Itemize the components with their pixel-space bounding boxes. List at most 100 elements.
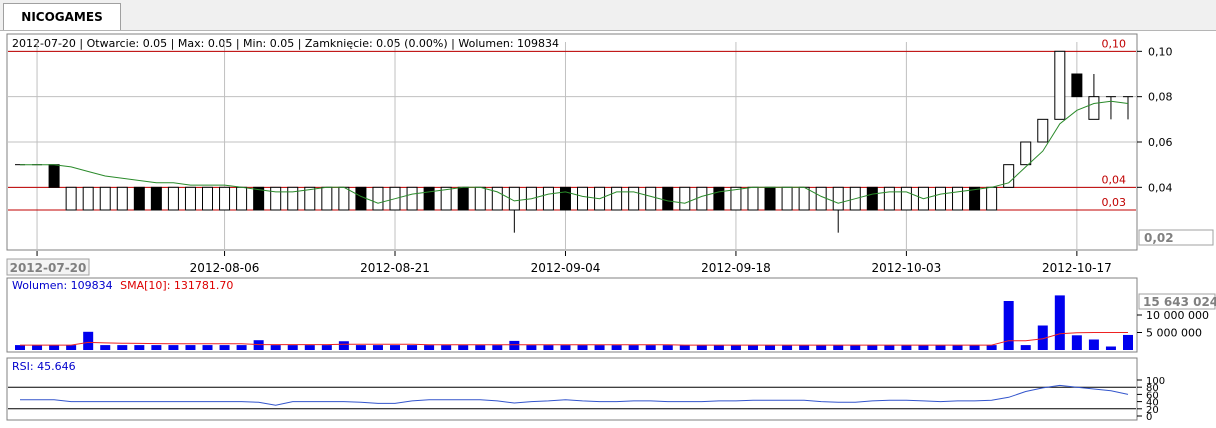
candle-body [713, 186, 725, 211]
volume-bar [185, 345, 196, 350]
volume-bar [390, 345, 401, 350]
rsi-axis-label: 20 [1146, 405, 1159, 416]
candle-body [764, 186, 776, 211]
candle-body [219, 186, 231, 211]
candle-body [542, 186, 554, 211]
volume-bar [816, 345, 827, 350]
volume-bar [679, 345, 690, 350]
candle-body [167, 186, 179, 211]
volume-bar [1037, 325, 1048, 350]
volume-bar [66, 345, 77, 350]
price-sma [20, 100, 1129, 204]
volume-bar [782, 345, 793, 350]
volume-bar [475, 345, 486, 350]
volume-bar [407, 345, 418, 350]
volume-bar [236, 345, 247, 350]
price-level-label: 0,10 [1102, 37, 1127, 50]
candle-body [474, 186, 486, 211]
rsi-axis-label: 100 [1146, 376, 1165, 387]
volume-bar [799, 345, 810, 350]
volume-bar [594, 345, 605, 350]
candle-body [236, 186, 248, 211]
price-axis-label: 0,06 [1148, 136, 1173, 149]
candle-body [491, 186, 503, 211]
volume-legend-value: Wolumen: 109834 [12, 279, 113, 292]
candle-body [679, 186, 691, 211]
volume-bar [526, 345, 537, 350]
candle-body [253, 186, 265, 211]
date-axis-label: 2012-09-18 [701, 261, 771, 275]
date-axis-label: 2012-10-03 [872, 261, 942, 275]
volume-bar [696, 345, 707, 350]
candle-body [1003, 164, 1015, 188]
volume-panel [6, 277, 1138, 353]
current-price-box [1138, 229, 1214, 246]
volume-bar [628, 345, 639, 350]
volume-bar [577, 345, 588, 350]
candle-body [355, 186, 367, 211]
volume-bar [32, 345, 43, 350]
chart-area[interactable]: 2012-07-20 | Otwarcie: 0.05 | Max: 0.05 … [0, 30, 1216, 428]
rsi-axis-label: 40 [1146, 398, 1159, 409]
volume-bar [662, 345, 673, 350]
rsi-axis-label: 80 [1146, 383, 1159, 394]
volume-bar [901, 345, 912, 350]
volume-bar [15, 345, 25, 350]
candle-body [423, 186, 435, 211]
candle-body [1054, 50, 1066, 120]
candle-body [287, 186, 299, 211]
volume-bar [304, 345, 315, 350]
volume-bar [424, 345, 435, 350]
candle-body [184, 186, 196, 211]
volume-bar [952, 345, 963, 350]
volume-bar [645, 345, 656, 350]
volume-bar [219, 345, 230, 350]
volume-bar [321, 345, 332, 350]
candle-body [832, 186, 844, 211]
volume-bar [372, 345, 383, 350]
ohlc-info: 2012-07-20 | Otwarcie: 0.05 | Max: 0.05 … [12, 37, 559, 50]
candle-body [747, 186, 759, 211]
candle-body [116, 186, 128, 211]
candle-body [321, 186, 333, 211]
volume-bar [747, 345, 758, 350]
candle-body [798, 186, 810, 211]
rsi-series-line [20, 384, 1129, 406]
candle-body [628, 186, 640, 211]
volume-bar [713, 345, 724, 350]
candle-body [1020, 141, 1032, 166]
volume-legend: Wolumen: 109834 SMA[10]: 131781.70 [12, 279, 233, 292]
volume-bar [850, 345, 861, 350]
candle-body [952, 186, 964, 211]
selected-date-box [6, 258, 90, 276]
candle-body [662, 186, 674, 211]
price-candles [15, 50, 1133, 233]
volume-bar [730, 345, 741, 350]
candle-body [304, 186, 316, 211]
price-axis-label: 0,10 [1148, 45, 1173, 58]
volume-bar [935, 345, 946, 350]
price-level-label: 0,04 [1102, 173, 1127, 186]
volume-bars [15, 295, 1133, 350]
volume-bar [202, 345, 213, 350]
rsi-line [20, 384, 1129, 406]
candle-body [986, 186, 998, 211]
volume-bar [1123, 334, 1133, 350]
volume-bar [1003, 301, 1014, 350]
candle-body [150, 186, 162, 211]
candle-body [781, 186, 793, 211]
volume-bar [83, 331, 94, 350]
tab-nicogames[interactable]: NICOGAMES [3, 3, 121, 30]
candle-body [969, 186, 981, 211]
candle-body [900, 186, 912, 211]
volume-bar [1020, 345, 1031, 350]
rsi-levels [8, 386, 1136, 410]
volume-bar [986, 345, 997, 350]
volume-bar [117, 345, 128, 350]
candle-body [696, 186, 708, 211]
candle-body [457, 186, 469, 211]
date-axis-label: 2012-09-04 [531, 261, 601, 275]
volume-bar [543, 345, 554, 350]
